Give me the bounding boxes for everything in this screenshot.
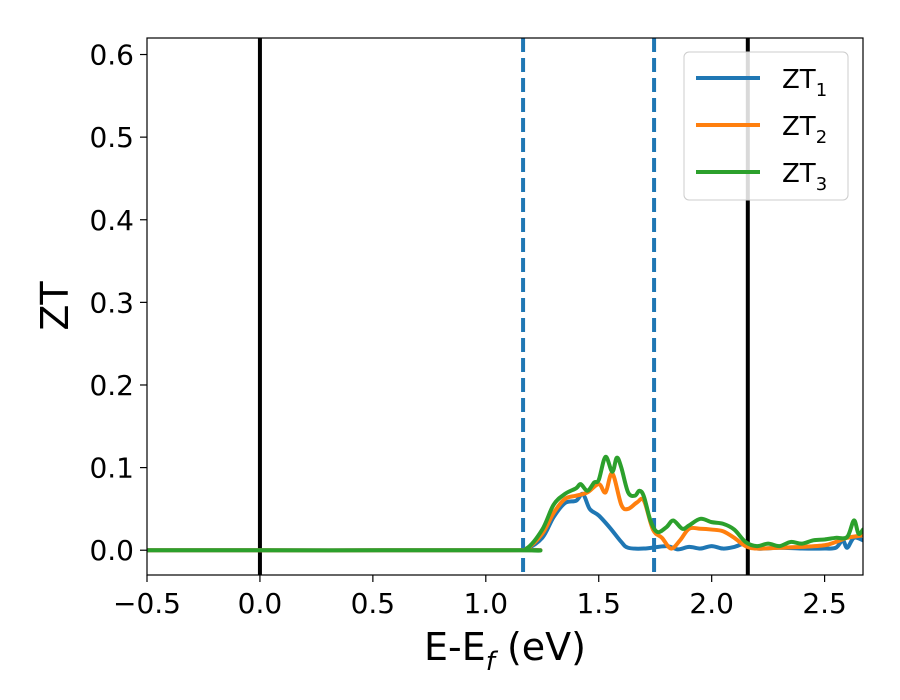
x-tick-label: 1.5 [576, 587, 621, 620]
legend: ZT1 ZT2 ZT3 [683, 51, 849, 201]
x-tick-label: 0.5 [351, 587, 396, 620]
y-tick-label: 0.4 [89, 204, 134, 237]
legend-box [683, 51, 849, 201]
legend-label-3: ZT3 [782, 159, 827, 195]
y-tick-label: 0.2 [89, 369, 134, 402]
x-tick-label: 2.5 [802, 587, 847, 620]
y-tick-label: 0.5 [89, 121, 134, 154]
y-tick-label: 0.6 [89, 39, 134, 72]
x-tick-label: 1.0 [464, 587, 509, 620]
series-line-3 [147, 454, 863, 553]
x-axis-title-main: E-E [424, 625, 486, 669]
series-lines [147, 454, 863, 553]
y-tick-label: 0.1 [89, 452, 134, 485]
x-tick-label: 0.0 [238, 587, 283, 620]
x-tick-label: 2.0 [689, 587, 734, 620]
plot-frame [146, 37, 864, 576]
legend-label-2: ZT2 [782, 112, 827, 148]
y-axis-title: ZT [33, 281, 77, 331]
x-axis-title: E-Ef (eV) [424, 625, 586, 677]
axis-ticks: −0.5 0.0 0.5 1.0 1.5 2.0 2.5 0.0 0.1 0.2 0.3 0.4 0.5… [89, 39, 846, 620]
x-tick-label: −0.5 [113, 587, 181, 620]
legend-entries: ZT1 ZT2 ZT3 [696, 65, 827, 195]
legend-label-1: ZT1 [782, 65, 827, 101]
y-tick-label: 0.3 [89, 286, 134, 319]
x-axis-title-unit: (eV) [495, 625, 586, 669]
y-tick-label: 0.0 [89, 534, 134, 567]
